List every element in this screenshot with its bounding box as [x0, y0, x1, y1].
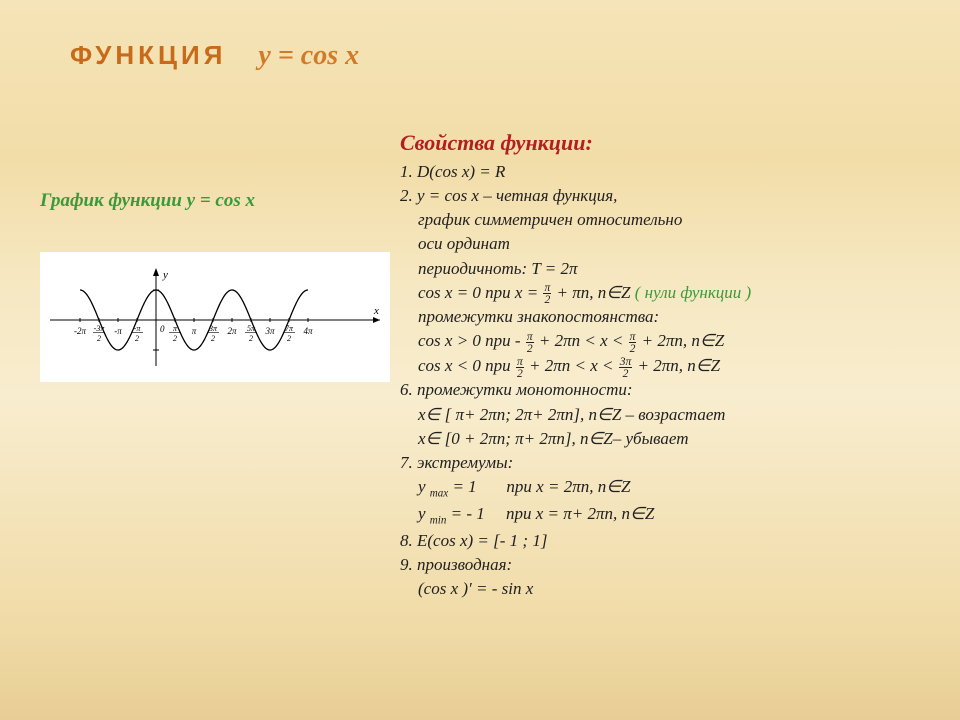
page-title-word: ФУНКЦИЯ: [70, 40, 226, 71]
svg-text:-π: -π: [114, 326, 122, 336]
svg-text:2π: 2π: [227, 326, 237, 336]
svg-text:2: 2: [97, 334, 101, 343]
prop-5a: cos x > 0 при - π2 + 2πn < x < π2 + 2πn,…: [400, 329, 945, 354]
svg-text:2: 2: [249, 334, 253, 343]
prop-7: 7. экстремумы:: [400, 451, 945, 475]
prop-2: 2. y = cos x – четная функция,: [400, 184, 945, 208]
prop-9: 9. производная:: [400, 553, 945, 577]
prop-5b: cos x < 0 при π2 + 2πn < x < 3π2 + 2πn, …: [400, 354, 945, 379]
prop-7b-text: y min = - 1 при x = π+ 2πn, n∈Z: [418, 504, 654, 523]
prop-5b-post: + 2πn, n∈Z: [633, 356, 720, 375]
prop-5b-mid: + 2πn < x <: [525, 356, 618, 375]
prop-2b: график симметричен относительно: [400, 208, 945, 232]
prop-5a-pre: cos x > 0 при -: [418, 331, 525, 350]
svg-text:2: 2: [211, 334, 215, 343]
frac-pi-2-a: π2: [543, 282, 551, 305]
properties-block: Свойства функции: 1. D(cos x) = R 2. y =…: [400, 130, 945, 601]
prop-6a: x∈ [ π+ 2πn; 2π+ 2πn], n∈Z – возрастает: [400, 403, 945, 427]
svg-text:-2π: -2π: [74, 326, 86, 336]
frac-pi-2-b: π2: [526, 331, 534, 354]
prop-2c: оси ординат: [400, 232, 945, 256]
page-title-equation: y = cos x: [258, 40, 359, 72]
prop-4: cos x = 0 при x = π2 + πn, n∈Z ( нули фу…: [400, 281, 945, 306]
svg-text:π: π: [192, 326, 197, 336]
frac-3pi-2: 3π2: [619, 356, 633, 379]
prop-8: 8. E(cos x) = [- 1 ; 1]: [400, 529, 945, 553]
svg-text:2: 2: [287, 334, 291, 343]
prop-6: 6. промежутки монотонности:: [400, 378, 945, 402]
properties-heading: Свойства функции:: [400, 130, 945, 156]
cosine-graph-container: -2π-3π2-π-π20π2π3π22π5π23π7π24πyx: [40, 252, 390, 382]
svg-text:2: 2: [135, 334, 139, 343]
prop-3: периодичноть: T = 2π: [400, 257, 945, 281]
prop-7a: y max = 1 при x = 2πn, n∈Z: [400, 475, 945, 502]
prop-6b: x∈ [0 + 2πn; π+ 2πn], n∈Z– убывает: [400, 427, 945, 451]
svg-text:2: 2: [173, 334, 177, 343]
prop-1: 1. D(cos x) = R: [400, 160, 945, 184]
svg-text:x: x: [373, 305, 379, 317]
prop-5b-pre: cos x < 0 при: [418, 356, 515, 375]
prop-5: промежутки знакопостоянства:: [400, 305, 945, 329]
svg-text:4π: 4π: [303, 326, 313, 336]
svg-text:3π: 3π: [264, 326, 275, 336]
prop-9a: (cos x )′ = - sin x: [400, 577, 945, 601]
prop-4-pre: cos x = 0 при x =: [418, 283, 542, 302]
graph-caption: График функции y = cos x: [40, 190, 390, 212]
prop-5a-post: + 2πn, n∈Z: [637, 331, 724, 350]
svg-text:0: 0: [160, 324, 165, 334]
prop-5a-mid: + 2πn < x <: [535, 331, 628, 350]
svg-text:y: y: [162, 269, 168, 281]
frac-pi-2-d: π2: [516, 356, 524, 379]
frac-pi-2-c: π2: [629, 331, 637, 354]
prop-7b: y min = - 1 при x = π+ 2πn, n∈Z: [400, 502, 945, 529]
prop-4-mid: + πn, n∈Z: [552, 283, 635, 302]
cosine-graph: -2π-3π2-π-π20π2π3π22π5π23π7π24πyx: [46, 262, 384, 372]
prop-7a-text: y max = 1 при x = 2πn, n∈Z: [418, 477, 630, 496]
prop-4-note: ( нули функции ): [635, 283, 751, 302]
